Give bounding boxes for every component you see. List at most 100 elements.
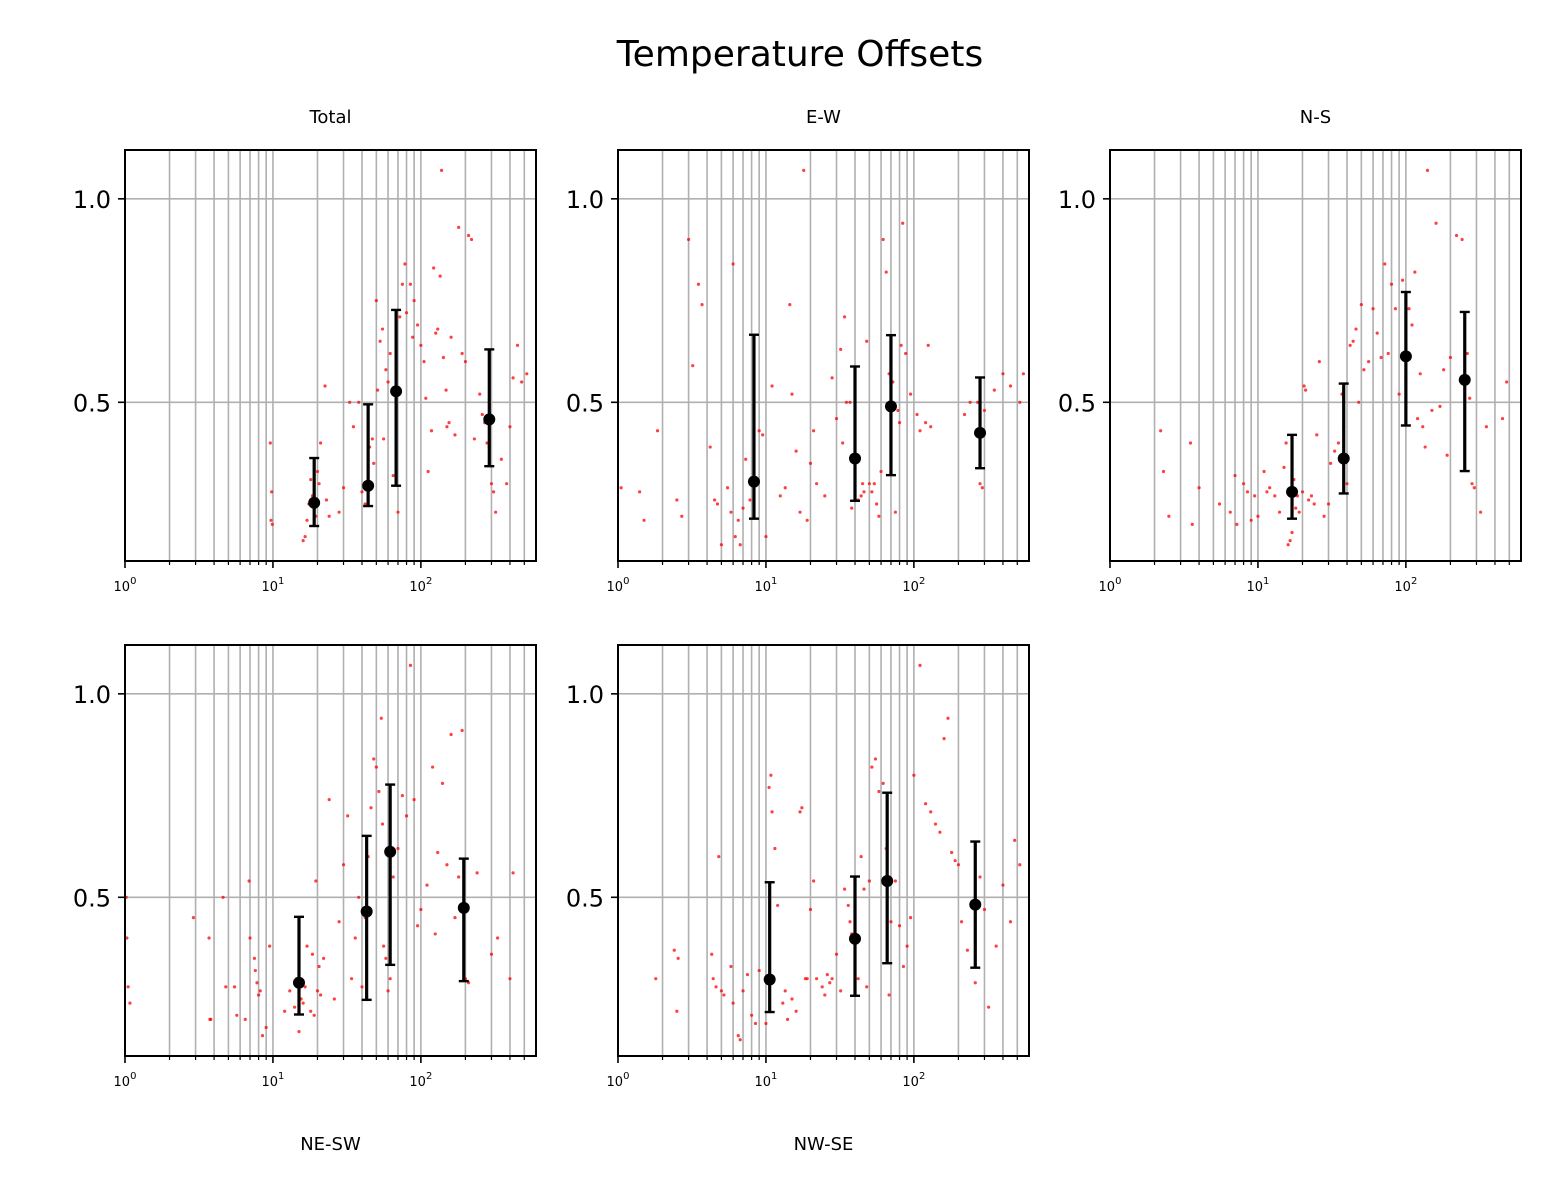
scatter-point xyxy=(221,895,225,899)
y-tick-label: 0.5 xyxy=(73,884,111,912)
scatter-point xyxy=(738,1038,742,1042)
scatter-point xyxy=(191,916,196,920)
binned-mean-point xyxy=(1458,373,1471,386)
scatter-point xyxy=(433,932,437,936)
panel-2: 0.5 1.0 100 101 102 E-W xyxy=(566,107,1030,595)
scatter-point xyxy=(1351,339,1355,343)
y-tick-label: 1.0 xyxy=(73,186,111,214)
scatter-point xyxy=(224,985,228,989)
scatter-point xyxy=(850,506,854,510)
scatter-point xyxy=(820,985,824,989)
scatter-point xyxy=(696,282,701,286)
scatter-point xyxy=(1445,453,1449,457)
scatter-point xyxy=(873,757,878,761)
binned-mean-point xyxy=(457,901,470,914)
scatter-point xyxy=(830,376,834,380)
scatter-point xyxy=(445,863,449,867)
scatter-point xyxy=(1297,510,1301,514)
scatter-point xyxy=(918,663,922,667)
binned-mean-point xyxy=(390,385,403,398)
scatter-point xyxy=(408,282,413,286)
scatter-point xyxy=(449,335,453,339)
y-tick-label: 1.0 xyxy=(1058,186,1096,214)
scatter-point xyxy=(441,355,446,360)
scatter-point xyxy=(232,985,237,989)
scatter-point xyxy=(1421,425,1425,429)
scatter-point xyxy=(750,1013,754,1017)
scatter-point xyxy=(1273,494,1277,498)
x-tick-label: 100 xyxy=(114,1071,137,1090)
scatter-point xyxy=(337,920,341,924)
scatter-point xyxy=(778,494,782,498)
x-tick-label: 102 xyxy=(902,1071,925,1090)
scatter-point xyxy=(823,494,827,498)
scatter-point xyxy=(457,225,461,229)
scatter-point xyxy=(814,482,819,486)
scatter-point xyxy=(268,944,272,948)
scatter-point xyxy=(875,502,879,506)
scatter-point xyxy=(893,879,897,883)
scatter-point xyxy=(439,168,444,172)
scatter-point xyxy=(310,952,315,956)
scatter-point xyxy=(309,478,313,482)
scatter-point xyxy=(897,924,902,928)
binned-mean-point xyxy=(360,905,373,918)
y-tick-label: 0.5 xyxy=(566,389,604,417)
scatter-point xyxy=(790,997,794,1001)
scatter-point xyxy=(436,327,440,331)
grid xyxy=(1110,150,1521,561)
scatter-point xyxy=(842,315,847,319)
scatter-point xyxy=(315,989,320,993)
scatter-point xyxy=(346,814,350,818)
binned-mean-point xyxy=(969,898,982,911)
scatter-point xyxy=(1317,360,1321,364)
scatter-point xyxy=(438,274,442,278)
scatter-point xyxy=(357,400,361,404)
y-tick-label: 1.0 xyxy=(566,186,604,214)
scatter-point xyxy=(1312,502,1316,506)
scatter-point xyxy=(319,441,323,445)
scatter-point xyxy=(1336,441,1341,445)
scatter-point xyxy=(247,879,251,883)
scatter-point xyxy=(1425,168,1430,172)
scatter-point xyxy=(959,920,964,924)
scatter-point xyxy=(722,993,726,997)
scatter-point xyxy=(408,663,413,667)
scatter-point xyxy=(1326,502,1331,506)
scatter-point xyxy=(711,977,715,981)
scatter-point xyxy=(973,981,977,985)
scatter-point xyxy=(351,425,356,429)
scatter-point xyxy=(391,875,395,879)
scatter-point xyxy=(388,351,392,356)
scatter-point xyxy=(733,534,737,539)
scatter-point xyxy=(950,850,954,855)
scatter-point xyxy=(1288,539,1292,543)
scatter-point xyxy=(676,956,680,960)
scatter-point xyxy=(457,875,461,879)
scatter-point xyxy=(341,486,346,490)
scatter-point xyxy=(258,989,262,993)
binned-mean-point xyxy=(763,973,776,986)
scatter-point xyxy=(745,973,750,977)
binned-means xyxy=(292,783,470,1016)
scatter-point xyxy=(525,372,529,376)
scatter-point xyxy=(729,964,733,969)
scatter-point xyxy=(453,433,457,437)
scatter-point xyxy=(867,879,871,883)
scatter-point xyxy=(1410,323,1414,327)
scatter-point xyxy=(257,993,261,997)
scatter-point xyxy=(314,879,318,883)
scatter-point xyxy=(495,936,500,940)
scatter-point xyxy=(859,494,863,498)
binned-mean-point xyxy=(1399,350,1412,363)
scatter-point xyxy=(126,985,130,989)
scatter-point xyxy=(1472,486,1476,490)
scatter-point xyxy=(243,1017,247,1021)
scatter-point xyxy=(808,461,813,465)
scatter-point xyxy=(360,490,364,494)
scatter-point xyxy=(1397,392,1401,396)
scatter-point xyxy=(412,798,416,802)
scatter-point xyxy=(968,400,972,404)
scatter-point xyxy=(270,490,274,494)
scatter-point xyxy=(255,981,259,985)
